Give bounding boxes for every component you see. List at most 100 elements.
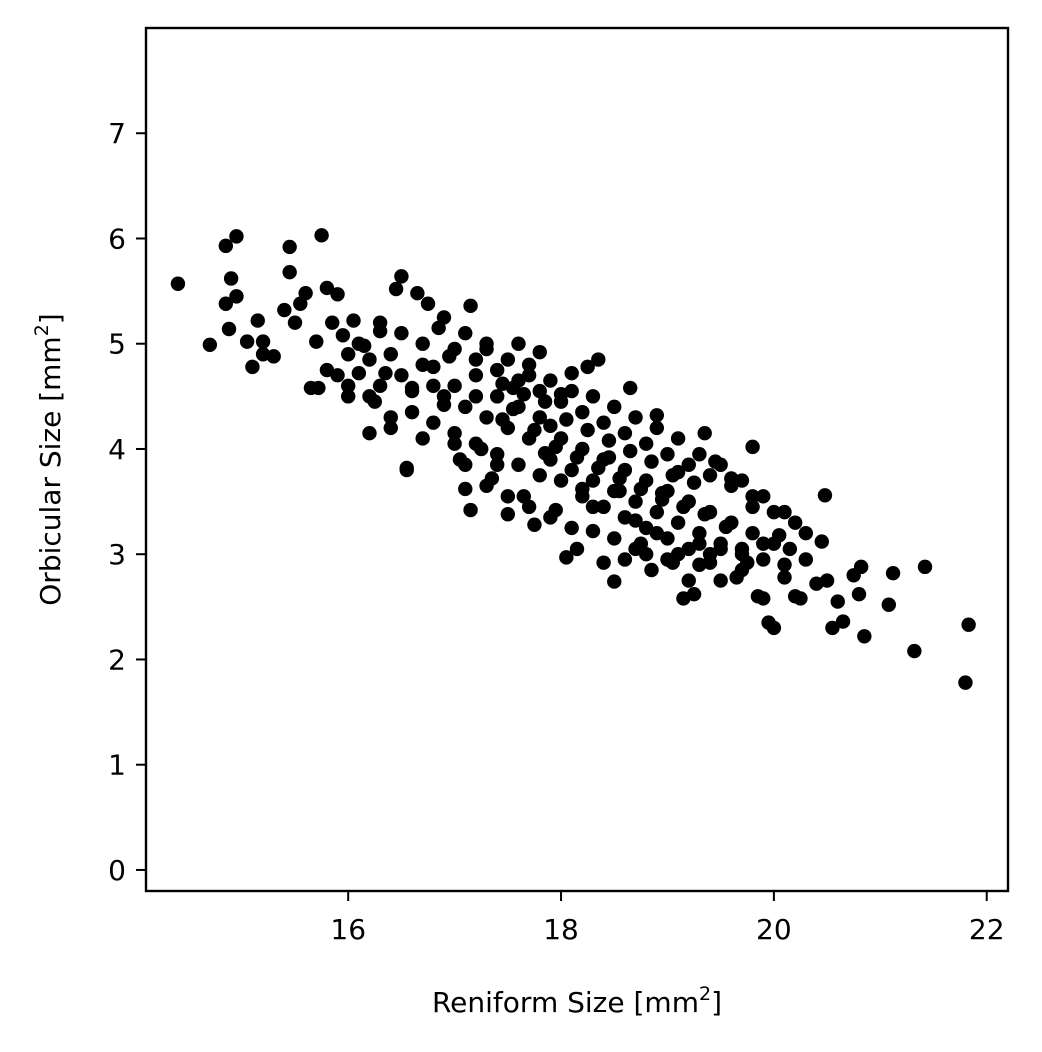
- data-point: [362, 425, 377, 441]
- data-point: [521, 499, 537, 515]
- data-point: [500, 420, 516, 436]
- data-point: [468, 368, 484, 383]
- data-point: [745, 525, 760, 541]
- data-point: [415, 431, 430, 446]
- data-point: [516, 387, 531, 402]
- data-point: [713, 457, 728, 472]
- data-point: [766, 620, 782, 636]
- data-point: [596, 499, 611, 515]
- data-point: [745, 489, 760, 504]
- data-point: [628, 541, 643, 557]
- data-point: [495, 376, 510, 391]
- data-point: [340, 347, 356, 362]
- x-tick-label: 18: [543, 913, 579, 946]
- data-point: [532, 344, 547, 360]
- data-point: [793, 591, 808, 606]
- data-point: [612, 471, 627, 486]
- data-point: [713, 541, 728, 557]
- data-point: [543, 510, 558, 525]
- data-point: [819, 573, 835, 588]
- x-axis-label-sup: 2: [699, 983, 711, 1005]
- y-axis-label: Orbicular Size [mm2]: [31, 313, 67, 605]
- data-point: [853, 559, 869, 575]
- data-point: [340, 389, 356, 404]
- data-point: [458, 399, 473, 415]
- data-point: [617, 552, 633, 567]
- data-point: [756, 489, 771, 504]
- data-point: [825, 620, 840, 636]
- data-point: [351, 366, 367, 381]
- data-point: [569, 450, 585, 465]
- data-point: [830, 594, 845, 609]
- data-point: [702, 547, 718, 562]
- x-axis-label: Reniform Size [mm2]: [432, 983, 722, 1019]
- data-point: [245, 359, 260, 375]
- data-point: [388, 281, 404, 297]
- data-point: [623, 380, 638, 396]
- data-point: [505, 401, 521, 417]
- y-tick-label: 0: [108, 854, 126, 887]
- data-point: [170, 276, 186, 291]
- data-point: [383, 420, 398, 436]
- data-point: [221, 321, 237, 337]
- data-point: [756, 552, 771, 567]
- data-point: [686, 475, 702, 490]
- data-point: [553, 394, 569, 409]
- data-point: [521, 368, 537, 383]
- data-point: [330, 287, 345, 302]
- data-point: [817, 488, 833, 503]
- y-axis-label-close: ]: [34, 313, 67, 324]
- data-point: [958, 675, 973, 690]
- data-point: [266, 349, 281, 364]
- data-point: [250, 313, 265, 328]
- y-tick-label: 3: [108, 538, 126, 571]
- data-point: [745, 499, 760, 515]
- data-point: [907, 643, 922, 659]
- data-point: [436, 310, 452, 325]
- data-point: [697, 507, 712, 522]
- data-point: [596, 415, 611, 430]
- data-point: [692, 557, 707, 572]
- data-point: [404, 383, 420, 399]
- data-point: [410, 286, 425, 301]
- data-point: [415, 357, 430, 372]
- data-point: [724, 515, 739, 530]
- data-point: [229, 229, 244, 244]
- data-point: [686, 587, 702, 602]
- data-point: [527, 517, 542, 532]
- data-point: [527, 422, 542, 438]
- data-point: [362, 352, 377, 367]
- data-point: [479, 478, 494, 494]
- y-tick-label: 1: [108, 749, 126, 782]
- data-point: [644, 562, 659, 578]
- data-point: [591, 352, 606, 367]
- data-point: [724, 478, 739, 494]
- data-point: [543, 452, 558, 467]
- data-point: [330, 368, 345, 383]
- data-point: [548, 439, 563, 455]
- data-point: [585, 499, 601, 515]
- data-point: [591, 460, 606, 476]
- data-point: [564, 520, 579, 536]
- x-tick-label: 16: [330, 913, 366, 946]
- data-point: [277, 302, 292, 318]
- data-point: [532, 468, 547, 483]
- data-point: [521, 357, 537, 372]
- data-point: [426, 378, 441, 394]
- data-point: [628, 494, 643, 509]
- data-point: [489, 457, 505, 472]
- data-point: [463, 298, 478, 314]
- data-point: [319, 362, 335, 378]
- data-point: [798, 552, 814, 567]
- data-point: [734, 547, 750, 562]
- data-point: [660, 531, 675, 546]
- data-point: [559, 550, 574, 565]
- y-tick-label: 6: [108, 222, 126, 255]
- data-point: [298, 286, 313, 301]
- data-point: [282, 239, 297, 255]
- data-point: [607, 483, 622, 499]
- data-point: [511, 373, 526, 388]
- data-point: [681, 573, 696, 588]
- data-point: [617, 425, 633, 441]
- y-axis-label-main: Orbicular Size [mm: [34, 336, 67, 605]
